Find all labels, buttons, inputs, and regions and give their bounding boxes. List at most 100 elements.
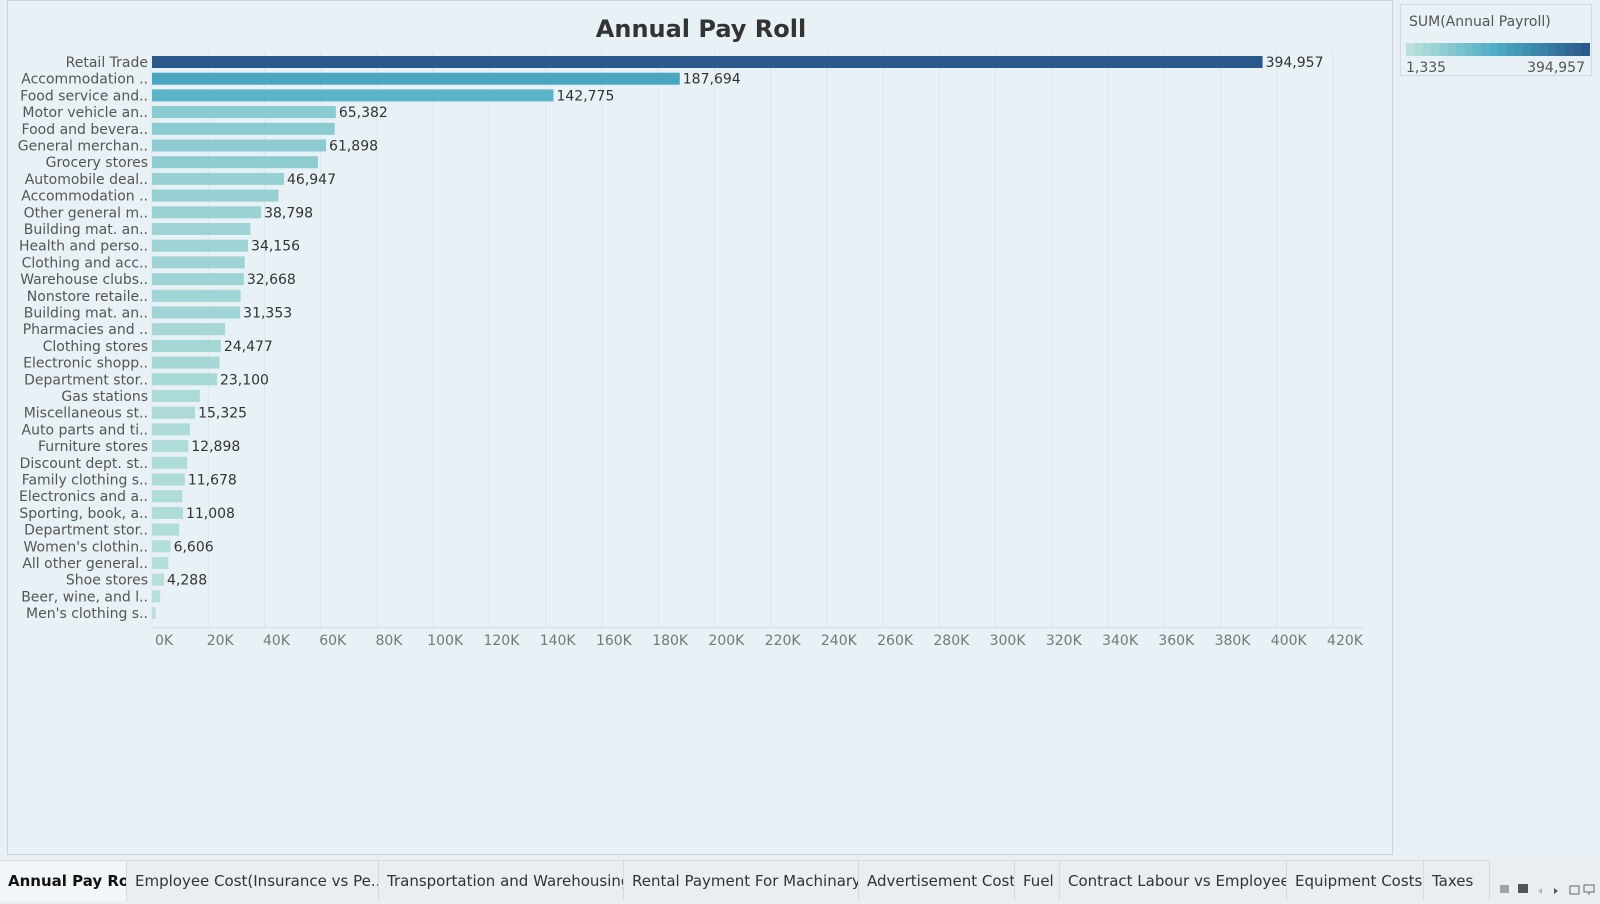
x-tick-label: 360K xyxy=(1158,633,1195,649)
bar[interactable] xyxy=(152,573,165,586)
category-label: Other general m.. xyxy=(24,205,148,221)
legend-ramp-step xyxy=(1564,43,1574,56)
bar[interactable] xyxy=(152,289,241,302)
legend-ramp-step xyxy=(1489,43,1499,56)
category-label: Department stor.. xyxy=(24,523,148,539)
category-label: All other general.. xyxy=(22,556,148,572)
tab-contract-labour-vs-employee[interactable]: Contract Labour vs Employee xyxy=(1060,861,1287,901)
bar[interactable] xyxy=(152,156,318,169)
data-label: 6,606 xyxy=(174,539,214,555)
bar[interactable] xyxy=(152,540,171,553)
category-label: Gas stations xyxy=(61,389,148,405)
legend-min-label: 1,335 xyxy=(1406,60,1447,76)
legend-ramp-step xyxy=(1422,43,1432,56)
bar[interactable] xyxy=(152,323,226,336)
x-tick-label: 120K xyxy=(483,633,520,649)
x-tick-label: 20K xyxy=(207,633,235,649)
bar[interactable] xyxy=(152,557,169,569)
present-icon[interactable] xyxy=(1583,884,1595,895)
grid-view-icon[interactable] xyxy=(1500,885,1509,893)
legend-ramp-step xyxy=(1539,43,1549,56)
tab-taxes[interactable]: Taxes xyxy=(1424,861,1490,901)
x-tick-label: 0K xyxy=(155,633,174,649)
category-label: Motor vehicle an.. xyxy=(22,105,148,121)
bar[interactable] xyxy=(152,122,335,135)
bar[interactable] xyxy=(152,339,221,352)
data-label: 15,325 xyxy=(198,406,247,422)
tab-rental-payment-for-machinary[interactable]: Rental Payment For Machinary xyxy=(624,861,859,901)
prev-icon[interactable] xyxy=(1538,888,1542,894)
category-label: Miscellaneous st.. xyxy=(24,406,148,422)
legend-ramp-step xyxy=(1414,43,1424,56)
category-label: Accommodation .. xyxy=(21,72,148,88)
x-tick-label: 100K xyxy=(427,633,464,649)
legend-ramp-step xyxy=(1514,43,1524,56)
tab-controls xyxy=(1490,860,1600,900)
bar[interactable] xyxy=(152,256,245,269)
category-label: Family clothing s.. xyxy=(22,473,148,489)
bar[interactable] xyxy=(152,172,285,185)
category-label: Automobile deal.. xyxy=(25,172,148,188)
legend-ramp-step xyxy=(1481,43,1491,56)
bar[interactable] xyxy=(152,106,336,119)
sheet-tab-bar: Annual Pay Roll Employee Cost(Insurance v… xyxy=(0,860,1600,901)
single-view-icon[interactable] xyxy=(1518,884,1528,893)
x-tick-label: 140K xyxy=(540,633,577,649)
data-label: 31,353 xyxy=(243,306,292,322)
bar[interactable] xyxy=(152,473,185,486)
bar[interactable] xyxy=(152,306,241,319)
bar[interactable] xyxy=(152,390,200,402)
bar[interactable] xyxy=(152,206,262,219)
legend-color-ramp xyxy=(1406,43,1590,56)
category-label: Electronics and a.. xyxy=(19,489,148,505)
fullscreen-icon[interactable] xyxy=(1569,885,1580,895)
legend-max-label: 394,957 xyxy=(1527,60,1585,76)
category-label: Electronic shopp.. xyxy=(23,356,148,372)
category-label: Men's clothing s.. xyxy=(26,606,148,622)
x-tick-label: 420K xyxy=(1327,633,1364,649)
bar[interactable] xyxy=(152,373,217,386)
bar[interactable] xyxy=(152,423,190,436)
bar[interactable] xyxy=(152,223,251,235)
legend-ramp-step xyxy=(1431,43,1440,56)
bar[interactable] xyxy=(152,506,183,519)
bar[interactable] xyxy=(152,440,189,453)
chart-panel: Annual Pay Roll 0K 20K 40K 60K 80K 100K 120K 14… xyxy=(7,0,1393,855)
next-icon[interactable] xyxy=(1554,888,1558,894)
bar[interactable] xyxy=(152,273,244,286)
data-label: 46,947 xyxy=(287,172,336,188)
bar[interactable] xyxy=(152,607,156,620)
bar[interactable] xyxy=(152,523,180,536)
bar[interactable] xyxy=(152,139,327,152)
bar[interactable] xyxy=(152,490,183,503)
x-tick-label: 240K xyxy=(821,633,858,649)
bar[interactable] xyxy=(152,356,220,369)
category-label: Discount dept. st.. xyxy=(20,456,148,472)
bar[interactable] xyxy=(152,189,279,202)
legend-ramp-step xyxy=(1573,43,1583,56)
x-tick-label: 220K xyxy=(765,633,802,649)
tab-annual-pay-roll[interactable]: Annual Pay Roll xyxy=(0,861,127,901)
bar[interactable] xyxy=(152,72,680,85)
legend-ramp-step xyxy=(1447,43,1457,56)
category-label: Building mat. an.. xyxy=(24,306,148,322)
tab-fuel[interactable]: Fuel xyxy=(1015,861,1060,901)
x-tick-label: 380K xyxy=(1215,633,1252,649)
chart-title: Annual Pay Roll xyxy=(595,15,807,43)
bar[interactable] xyxy=(152,406,196,419)
bar[interactable] xyxy=(152,590,161,603)
bar[interactable] xyxy=(152,56,1263,68)
tab-equipment-costs[interactable]: Equipment Costs xyxy=(1287,861,1424,901)
x-tick-label: 200K xyxy=(708,633,745,649)
category-label: Food and bevera.. xyxy=(22,122,148,138)
tab-transportation-and-warehousing[interactable]: Transportation and Warehousing xyxy=(379,861,624,901)
tab-employee-cost-insurance-vs-pe[interactable]: Employee Cost(Insurance vs Pe... xyxy=(127,861,379,901)
category-label: Auto parts and ti.. xyxy=(22,422,148,438)
bar[interactable] xyxy=(152,239,249,252)
bar[interactable] xyxy=(152,89,554,102)
bar[interactable] xyxy=(152,456,188,469)
category-label: Shoe stores xyxy=(66,573,148,589)
bar-chart[interactable]: 0K 20K 40K 60K 80K 100K 120K 140K 160K 180K 200K 22… xyxy=(8,1,1394,701)
data-label: 187,694 xyxy=(683,72,741,88)
tab-advertisement-cost[interactable]: Advertisement Cost xyxy=(859,861,1015,901)
